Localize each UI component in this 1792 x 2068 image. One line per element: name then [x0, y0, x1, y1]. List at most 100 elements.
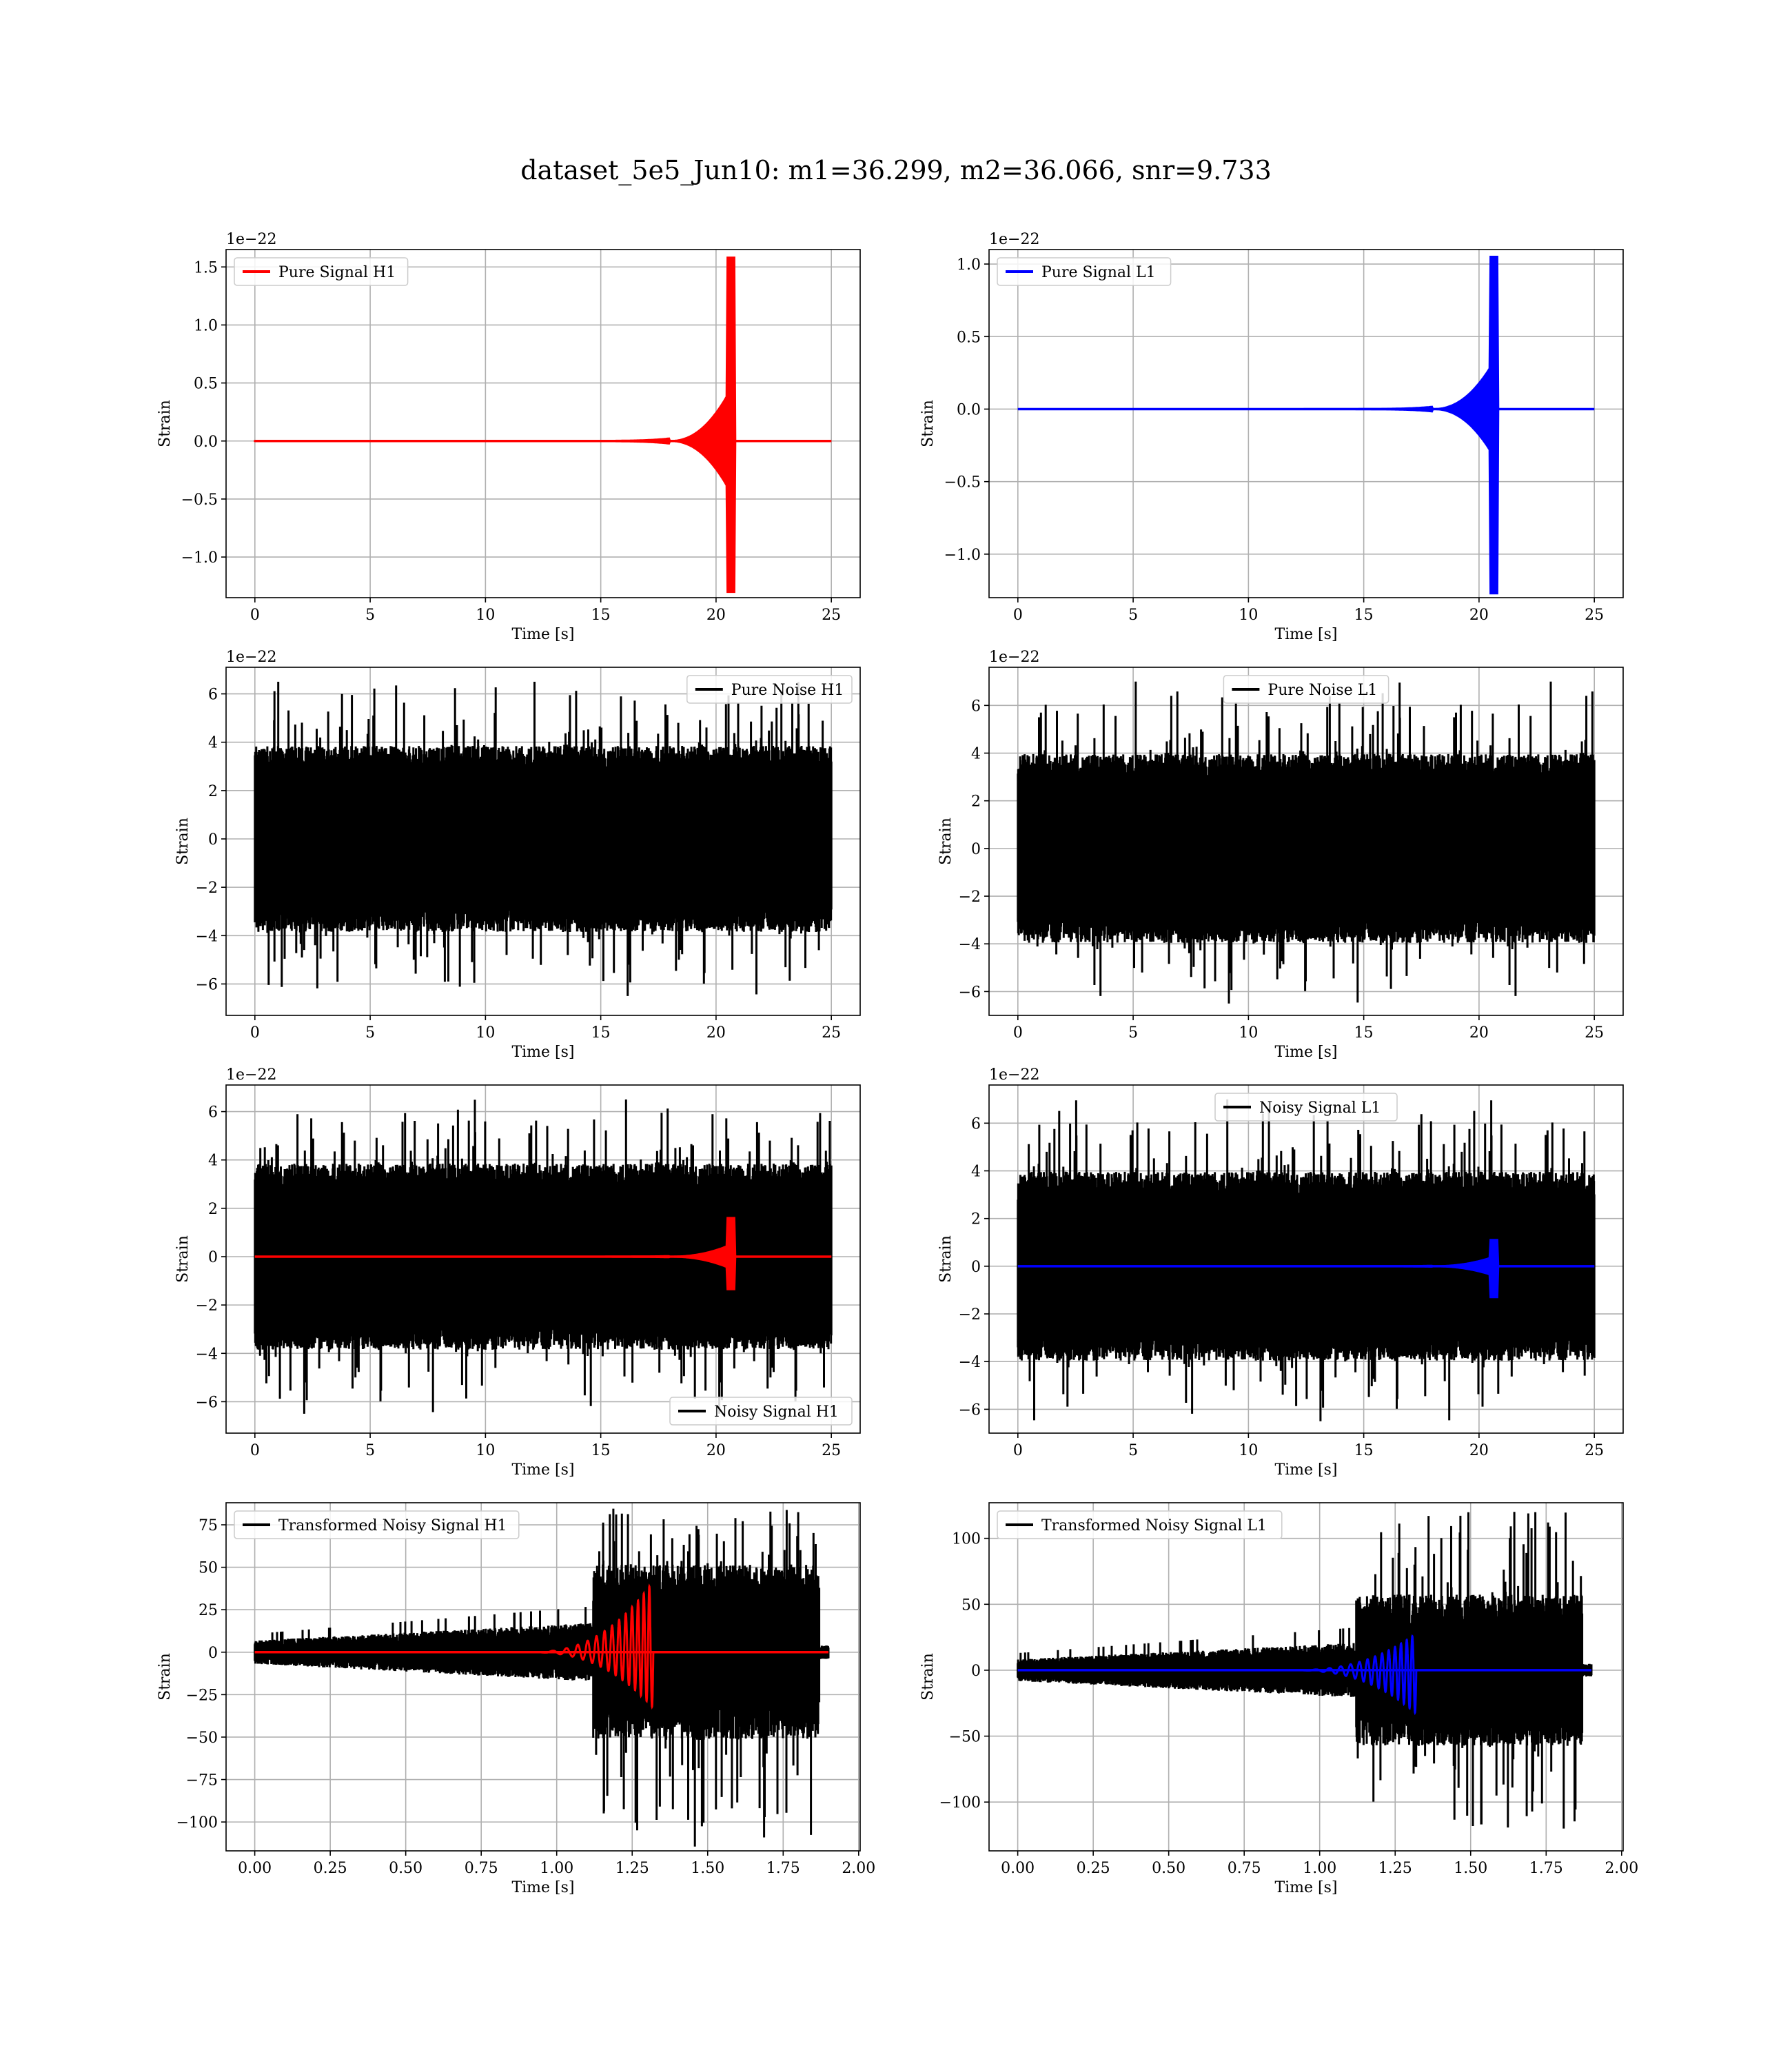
x-tick-label: 15 — [591, 1024, 611, 1042]
plot-area — [1017, 256, 1595, 595]
y-tick-label: −4 — [196, 1346, 218, 1363]
y-tick-label: −2 — [959, 1306, 981, 1324]
x-tick-label: 20 — [706, 607, 726, 624]
y-tick-label: 2 — [971, 793, 981, 811]
y-axis-label: Strain — [174, 1235, 192, 1283]
offset-text: 1e−22 — [226, 1066, 276, 1084]
legend-label: Pure Signal H1 — [278, 264, 396, 281]
x-tick-label: 15 — [1354, 1024, 1374, 1042]
y-tick-label: 1.0 — [194, 317, 218, 334]
x-tick-label: 1.50 — [1454, 1860, 1487, 1877]
x-tick-label: 5 — [1128, 1024, 1138, 1042]
x-tick-label: 25 — [1585, 1442, 1604, 1459]
x-tick-label: 25 — [822, 1442, 841, 1459]
y-tick-label: 100 — [952, 1531, 981, 1548]
x-tick-label: 0.50 — [1152, 1860, 1185, 1877]
plot-area — [1017, 1099, 1596, 1421]
axes-frame — [988, 1084, 1624, 1434]
legend-box — [669, 1397, 853, 1426]
y-tick-label: −6 — [196, 1394, 218, 1411]
x-tick-label: 0 — [250, 1442, 260, 1459]
y-tick-label: −75 — [186, 1772, 218, 1790]
plot-area — [1017, 681, 1596, 1004]
y-axis-label: Strain — [937, 1235, 955, 1283]
x-tick-label: 20 — [706, 1024, 726, 1042]
x-axis-label: Time [s] — [511, 626, 574, 643]
legend-box — [686, 675, 853, 704]
y-tick-label: −6 — [196, 976, 218, 993]
y-tick-label: 75 — [198, 1517, 218, 1534]
legend: Pure Signal H1 — [234, 257, 409, 286]
x-tick-label: 15 — [591, 1442, 611, 1459]
x-tick-label: 1.00 — [540, 1860, 573, 1877]
series-line — [1017, 1099, 1596, 1421]
x-tick-label: 1.75 — [1529, 1860, 1563, 1877]
x-tick-label: 15 — [591, 607, 611, 624]
x-tick-label: 10 — [1239, 607, 1258, 624]
x-tick-label: 0.75 — [1228, 1860, 1261, 1877]
y-tick-label: 50 — [961, 1596, 981, 1614]
series-line — [254, 682, 833, 996]
x-axis-label: Time [s] — [511, 1044, 574, 1061]
x-tick-label: 0 — [250, 607, 260, 624]
y-tick-label: 6 — [208, 1104, 218, 1122]
legend-label: Noisy Signal L1 — [1259, 1099, 1381, 1117]
y-tick-label: −2 — [196, 1297, 218, 1315]
chart-panel-pure-signal-l1: 0 5 10 15 20 25 −1.0 −0.5 0.0 0.5 1.0 Time [s] Strai… — [919, 231, 1624, 643]
offset-text: 1e−22 — [989, 231, 1039, 248]
y-tick-label: 6 — [971, 698, 981, 715]
chart-panel-transformed-noisy-signal-l1: 0.00 0.25 0.50 0.75 1.00 1.25 1.50 1.75 2.00 −100… — [919, 1502, 1638, 1896]
legend-label: Pure Noise L1 — [1267, 682, 1377, 699]
y-tick-label: 1.0 — [957, 256, 981, 274]
chart-panel-pure-signal-h1: 0 5 10 15 20 25 −1.0 −0.5 0.0 0.5 1.0 1.5 Time [s] St… — [156, 231, 861, 643]
offset-text: 1e−22 — [226, 231, 276, 248]
legend-box — [234, 257, 409, 286]
x-tick-label: 10 — [1239, 1024, 1258, 1042]
chart-panel-noisy-signal-l1: 0 5 10 15 20 25 −6 −4 −2 0 2 4 6 Time [s] Strain 1e−22 N… — [937, 1066, 1624, 1479]
x-tick-label: 20 — [1469, 1024, 1489, 1042]
y-tick-label: 0 — [208, 831, 218, 849]
y-tick-label: 2 — [208, 1201, 218, 1218]
y-axis-label: Strain — [919, 1653, 937, 1701]
y-tick-label: 0.0 — [194, 434, 218, 451]
y-tick-label: 0 — [971, 841, 981, 858]
chart-panel-pure-noise-h1: 0 5 10 15 20 25 −6 −4 −2 0 2 4 6 Time [s] Strain 1e−22 P… — [174, 649, 861, 1061]
x-tick-label: 1.50 — [691, 1860, 724, 1877]
y-tick-label: 4 — [208, 735, 218, 752]
chart-panel-pure-noise-l1: 0 5 10 15 20 25 −6 −4 −2 0 2 4 6 Time [s] Strain 1e−22 P… — [937, 649, 1624, 1061]
plot-area — [1017, 1512, 1593, 1829]
series-envelope — [254, 256, 832, 594]
y-tick-label: 0 — [971, 1663, 981, 1680]
x-tick-label: 1.25 — [1378, 1860, 1412, 1877]
legend-label: Transformed Noisy Signal H1 — [278, 1517, 507, 1534]
axes-frame — [988, 249, 1624, 598]
legend: Pure Noise H1 — [686, 675, 853, 704]
y-tick-label: 0.5 — [194, 376, 218, 393]
y-tick-label: 2 — [208, 783, 218, 800]
axes-frame — [225, 667, 861, 1016]
x-tick-label: 10 — [476, 1442, 495, 1459]
x-tick-label: 25 — [822, 1024, 841, 1042]
x-tick-label: 5 — [1128, 1442, 1138, 1459]
x-tick-label: 5 — [365, 1024, 375, 1042]
y-tick-label: 6 — [208, 687, 218, 704]
x-tick-label: 0.25 — [1077, 1860, 1110, 1877]
y-tick-label: −6 — [959, 1401, 981, 1419]
y-tick-label: −1.0 — [944, 547, 981, 564]
legend-box — [997, 1510, 1283, 1539]
offset-text: 1e−22 — [989, 649, 1039, 666]
x-tick-label: 5 — [365, 607, 375, 624]
x-axis-label: Time [s] — [1274, 1461, 1337, 1479]
x-tick-label: 0 — [1013, 1442, 1023, 1459]
axes-frame — [225, 249, 861, 598]
legend: Noisy Signal H1 — [669, 1397, 853, 1426]
y-tick-label: −25 — [186, 1687, 218, 1704]
x-axis-label: Time [s] — [1274, 1879, 1337, 1896]
plot-area — [254, 1099, 833, 1414]
x-tick-label: 2.00 — [1605, 1860, 1638, 1877]
x-tick-label: 0 — [250, 1024, 260, 1042]
y-tick-label: 4 — [971, 746, 981, 763]
legend: Pure Noise L1 — [1223, 675, 1389, 704]
x-tick-label: 0.75 — [465, 1860, 498, 1877]
